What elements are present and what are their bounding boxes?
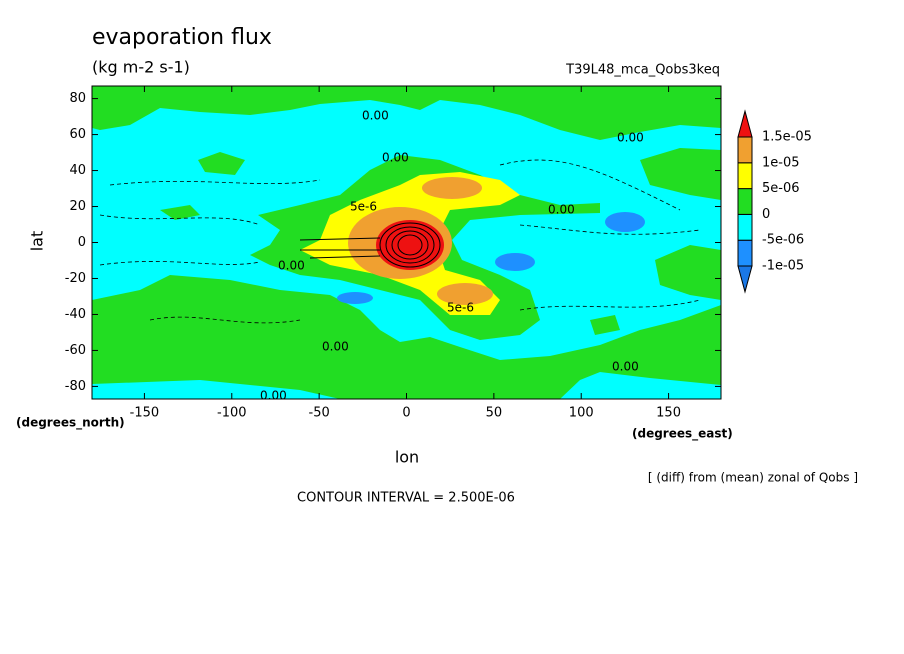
dataset-label: T39L48_mca_Qobs3keq [565, 63, 720, 78]
y-tick-label: -40 [65, 307, 86, 322]
y-tick-label: 60 [69, 127, 86, 142]
colorbar-label: 0 [762, 207, 770, 222]
filled-contour [92, 86, 721, 140]
contour-label: 0.00 [548, 203, 575, 217]
x-tick-label: -100 [217, 406, 247, 421]
contour-label: 0.00 [260, 389, 287, 403]
filled-contour [160, 148, 721, 335]
x-tick-label: 100 [569, 406, 594, 421]
colorbar-segment [737, 109, 753, 138]
y-tick-label: 40 [69, 163, 86, 178]
contour-label: 0.00 [322, 340, 349, 354]
y-tick-label: 20 [69, 199, 86, 214]
colorbar-segment [737, 265, 753, 294]
contour-label: 5e-6 [447, 301, 474, 315]
contour-label: 0.00 [362, 109, 389, 123]
filled-contour [92, 372, 721, 399]
note: [ (diff) from (mean) zonal of Qobs ] [648, 471, 858, 485]
contour-label: 0.00 [278, 259, 305, 273]
filled-contour [605, 212, 645, 232]
x-tick-label: -150 [130, 406, 160, 421]
contour-interval: CONTOUR INTERVAL = 2.500E-06 [297, 491, 515, 506]
x-tick-label: -50 [309, 406, 330, 421]
y-axis-title: lat [28, 231, 47, 252]
colorbar-label: 1e-05 [762, 155, 800, 170]
y-tick-label: -20 [65, 271, 86, 286]
contour-label: 0.00 [612, 360, 639, 374]
y-units: (degrees_north) [16, 416, 125, 431]
y-tick-label: -80 [65, 379, 86, 394]
filled-contour [437, 283, 493, 305]
contour-label: 0.00 [617, 131, 644, 145]
filled-contour [495, 253, 535, 271]
colorbar-label: -1e-05 [762, 259, 804, 274]
x-tick-label: 50 [486, 406, 503, 421]
x-tick-label: 0 [402, 406, 410, 421]
filled-contour [337, 292, 373, 304]
y-tick-label: 0 [78, 235, 86, 250]
colorbar-segment [737, 213, 753, 241]
y-tick-label: 80 [69, 91, 86, 106]
x-units: (degrees_east) [632, 427, 733, 442]
contour-lines [99, 159, 701, 324]
chart-title: evaporation flux [92, 25, 272, 50]
colorbar-label: 1.5e-05 [762, 130, 812, 145]
filled-contour [422, 177, 482, 199]
filled-contour [92, 275, 721, 399]
map [92, 86, 721, 399]
colorbar-segment [737, 188, 753, 215]
contour-label: 5e-6 [350, 200, 377, 214]
y-tick-label: -60 [65, 343, 86, 358]
colorbar-segment [737, 136, 753, 164]
x-tick-label: 150 [656, 406, 681, 421]
chart-subtitle: (kg m-2 s-1) [92, 58, 190, 77]
colorbar-label: -5e-06 [762, 233, 804, 248]
colorbar-label: 5e-06 [762, 181, 800, 196]
contour-label: 0.00 [382, 151, 409, 165]
colorbar-segment [737, 239, 753, 267]
x-axis-title: lon [395, 448, 419, 467]
colorbar-segment [737, 162, 753, 190]
contour-labels: 0.00 0.00 5e-6 0.00 0.00 5e-6 0.00 0.00 … [260, 109, 644, 403]
